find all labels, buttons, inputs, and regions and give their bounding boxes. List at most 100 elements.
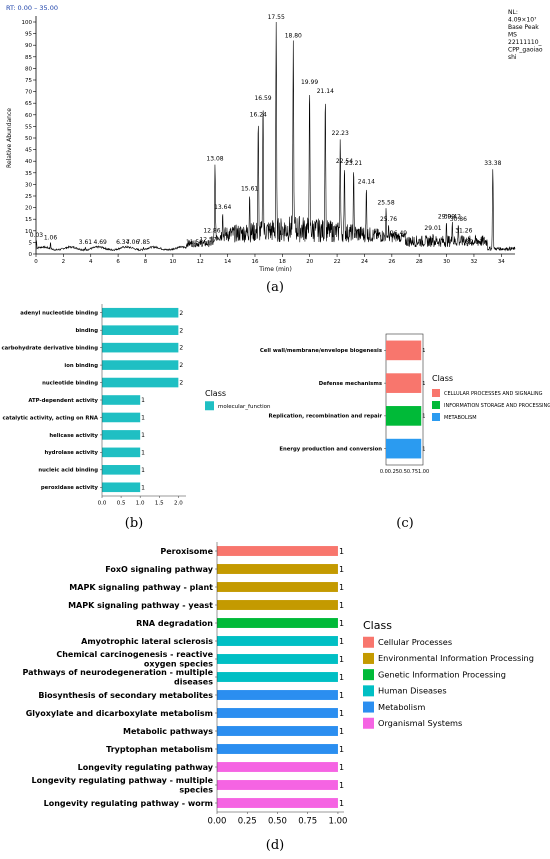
x-tick-labels: 0.00.250.50.751.00 [380, 469, 429, 475]
x-tick-label: 2.0 [174, 501, 183, 507]
go-bar-chart-panel: 2 adenyl nucleotide binding 2 binding 2 carbo… [1, 304, 271, 507]
bar [217, 690, 338, 700]
legend-entry: Cellular Processes [378, 637, 452, 647]
x-tick-label: 1.00 [328, 817, 347, 827]
y-tick-label: 10 [25, 229, 32, 235]
bar-value-label: 1 [339, 763, 344, 772]
category-label: Glyoxylate and dicarboxylate metabolism [26, 709, 213, 718]
category-label: MAPK signaling pathway - yeast [68, 601, 213, 610]
rt-range-header: RT: 0.00 – 35.00 [6, 4, 58, 12]
x-tick-label: 32 [470, 259, 477, 265]
category-label: nucleotide binding [42, 380, 98, 386]
bar-value-label: 1 [141, 415, 145, 422]
bar-value-label: 1 [339, 637, 344, 646]
category-label: binding [75, 328, 98, 334]
category-label: Metabolic pathways [123, 727, 213, 736]
peak-label: 22.23 [332, 130, 349, 137]
x-tick-label: 30 [443, 259, 450, 265]
x-tick-label: 34 [498, 259, 505, 265]
bar [102, 412, 141, 423]
y-tick-label: 50 [25, 136, 32, 142]
category-label: RNA degradation [136, 619, 213, 628]
bar-value-label: 1 [339, 601, 344, 610]
panel-label-c: (c) [396, 516, 413, 531]
plot-frame [385, 333, 424, 466]
y-tick-label: 15 [25, 217, 32, 223]
y-tick-label: 25 [25, 194, 32, 200]
category-label: Chemical carcinogenesis - reactive [56, 650, 213, 659]
bar [386, 438, 422, 459]
category-label: Pathways of neurodegeneration - multiple [22, 668, 213, 677]
legend-title: Class [205, 389, 226, 398]
category-label: catalytic activity, acting on RNA [2, 415, 98, 421]
legend-entry: Metabolism [378, 702, 425, 712]
peak-label: 25.76 [380, 216, 397, 223]
bar-value-label: 1 [339, 619, 344, 628]
y-tick-label: 55 [25, 124, 32, 130]
y-tick-label: 75 [25, 78, 32, 84]
bar [217, 744, 338, 754]
legend-title: Class [363, 619, 392, 632]
peak-label: 12.57 [199, 237, 216, 244]
legend-entry: Environmental Information Processing [378, 653, 534, 663]
x-tick-label: 6 [116, 259, 120, 265]
instrument-info-line: 22111110_ [508, 39, 543, 46]
bar-value-label: 1 [141, 432, 145, 439]
category-label: ion binding [64, 363, 98, 369]
category-label: Peroxisome [160, 547, 213, 556]
bar [102, 395, 141, 405]
category-label: Tryptophan metabolism [106, 745, 213, 754]
peak-label: 0.03 [30, 232, 44, 239]
x-tick-label: 2 [62, 259, 66, 265]
bar-value-label: 1 [339, 709, 344, 718]
category-label: ATP-dependent activity [28, 398, 98, 404]
bar-value-label: 1 [339, 727, 344, 736]
legend-swatch [363, 652, 374, 664]
category-label: Energy production and conversion [279, 446, 382, 452]
bar-value-label: 1 [141, 397, 145, 404]
peak-label: 13.08 [206, 156, 223, 163]
legend-swatch [363, 685, 374, 697]
bar-value-label: 1 [339, 565, 344, 574]
x-tick-label: 4 [89, 259, 93, 265]
legend-swatch [363, 669, 374, 681]
peak-label: 11.58 [186, 239, 203, 246]
bar [217, 708, 338, 718]
peak-label: 21.14 [317, 88, 334, 95]
panel-label-a: (a) [266, 280, 284, 295]
bar [217, 636, 338, 646]
peak-label: 19.99 [301, 79, 318, 86]
bar [102, 482, 141, 493]
x-tick-label: 8 [144, 259, 148, 265]
bar [102, 430, 141, 440]
bar [102, 307, 179, 318]
category-label: peroxidase activity [41, 485, 99, 491]
bar [217, 546, 338, 556]
legend-entry: Human Diseases [378, 686, 447, 696]
instrument-info-line: 4.09×10⁷ [508, 17, 537, 24]
y-tick-label: 40 [25, 159, 32, 165]
bar-value-label: 1 [339, 655, 344, 664]
legend-swatch [432, 413, 440, 421]
peak-label: 29.99 [438, 214, 455, 221]
bar [102, 465, 141, 475]
x-tick-label: 26 [388, 259, 395, 265]
peak-label: 31.26 [455, 227, 472, 234]
bar-value-label: 2 [179, 345, 183, 352]
bar [102, 447, 141, 458]
category-label: Amyotrophic lateral sclerosis [81, 637, 213, 646]
instrument-info-line: MS [508, 32, 517, 39]
bar [217, 618, 338, 628]
y-tick-label: 5 [29, 240, 33, 246]
bar [386, 406, 422, 426]
y-tick-label: 0 [29, 252, 33, 258]
instrument-info-line: Base Peak [508, 24, 539, 31]
y-tick-label: 35 [25, 171, 32, 177]
bar [217, 780, 338, 790]
bar-value-label: 1 [339, 781, 344, 790]
bar-value-label: 1 [339, 691, 344, 700]
peak-label: 17.55 [268, 14, 285, 21]
kegg-bar-chart-panel: 1 Peroxisome 1 FoxO signaling pathway 1 MAPK … [22, 542, 534, 827]
bar [217, 798, 338, 808]
